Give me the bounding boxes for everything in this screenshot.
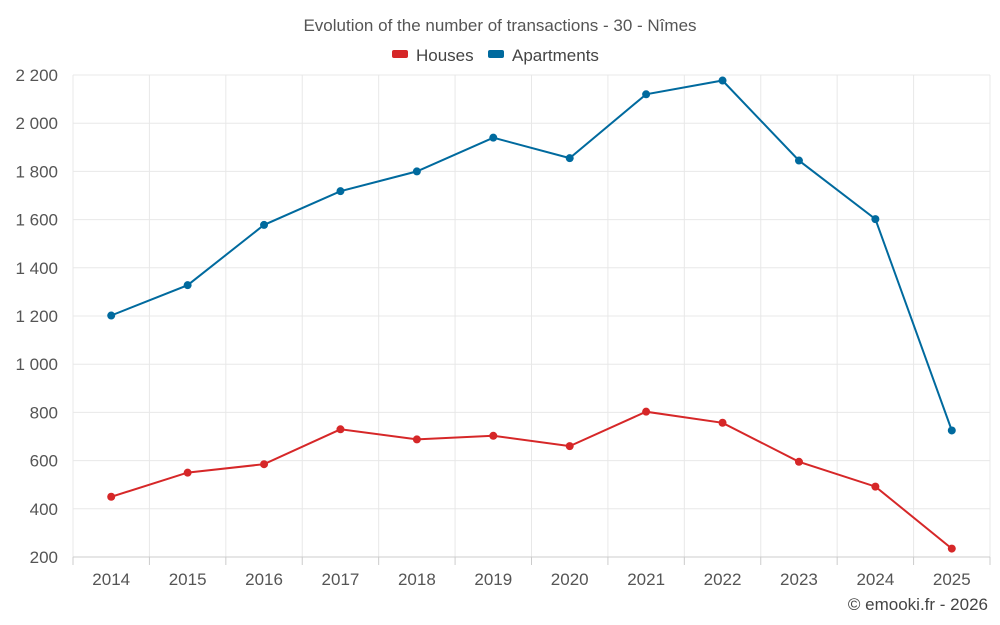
data-point-houses xyxy=(412,435,421,444)
data-point-apartments xyxy=(794,156,803,165)
data-point-houses xyxy=(871,482,880,491)
data-point-houses xyxy=(565,442,574,451)
x-tick-label: 2024 xyxy=(856,570,894,589)
y-tick-label: 1 600 xyxy=(15,211,58,230)
y-tick-label: 200 xyxy=(30,548,58,567)
data-point-apartments xyxy=(489,133,498,142)
legend-swatch-apartments xyxy=(488,50,504,58)
data-point-apartments xyxy=(412,167,421,176)
legend-label-apartments: Apartments xyxy=(512,46,599,65)
data-point-apartments xyxy=(718,76,727,85)
data-point-houses xyxy=(718,418,727,427)
x-tick-label: 2020 xyxy=(551,570,589,589)
series-line-houses xyxy=(110,410,953,550)
data-point-houses xyxy=(642,407,651,416)
x-tick-label: 2015 xyxy=(169,570,207,589)
credit-text: © emooki.fr - 2026 xyxy=(848,595,988,614)
y-tick-label: 1 800 xyxy=(15,162,58,181)
y-tick-label: 2 000 xyxy=(15,114,58,133)
data-point-apartments xyxy=(260,220,269,229)
x-tick-label: 2023 xyxy=(780,570,818,589)
x-tick-label: 2021 xyxy=(627,570,665,589)
chart-title: Evolution of the number of transactions … xyxy=(303,16,696,35)
x-tick-label: 2014 xyxy=(92,570,130,589)
y-tick-label: 1 200 xyxy=(15,307,58,326)
data-point-houses xyxy=(260,460,269,469)
data-point-apartments xyxy=(565,154,574,163)
data-point-apartments xyxy=(947,426,956,435)
x-tick-label: 2016 xyxy=(245,570,283,589)
series xyxy=(107,76,956,553)
x-tick-label: 2025 xyxy=(933,570,971,589)
y-tick-label: 1 000 xyxy=(15,355,58,374)
y-tick-label: 400 xyxy=(30,500,58,519)
data-point-apartments xyxy=(871,215,880,224)
data-point-houses xyxy=(183,468,192,477)
data-point-houses xyxy=(336,425,345,434)
legend: Houses Apartments xyxy=(392,46,599,65)
x-tick-label: 2019 xyxy=(474,570,512,589)
data-point-apartments xyxy=(107,311,116,320)
x-tick-label: 2022 xyxy=(704,570,742,589)
y-tick-label: 1 400 xyxy=(15,259,58,278)
y-tick-label: 600 xyxy=(30,452,58,471)
x-tick-label: 2017 xyxy=(322,570,360,589)
series-line-apartments xyxy=(110,79,953,431)
legend-swatch-houses xyxy=(392,50,408,58)
data-point-houses xyxy=(107,492,116,501)
y-tick-label: 800 xyxy=(30,403,58,422)
axes: 200 400 600 800 1 000 1 200 1 400 1 600 1 800 2 0… xyxy=(15,66,991,589)
grid xyxy=(72,74,991,558)
legend-label-houses: Houses xyxy=(416,46,474,65)
data-point-houses xyxy=(489,431,498,440)
x-tick-label: 2018 xyxy=(398,570,436,589)
y-tick-label: 2 200 xyxy=(15,66,58,85)
data-point-apartments xyxy=(642,90,651,99)
data-point-houses xyxy=(794,457,803,466)
data-point-houses xyxy=(947,544,956,553)
data-point-apartments xyxy=(183,281,192,290)
data-point-apartments xyxy=(336,187,345,196)
